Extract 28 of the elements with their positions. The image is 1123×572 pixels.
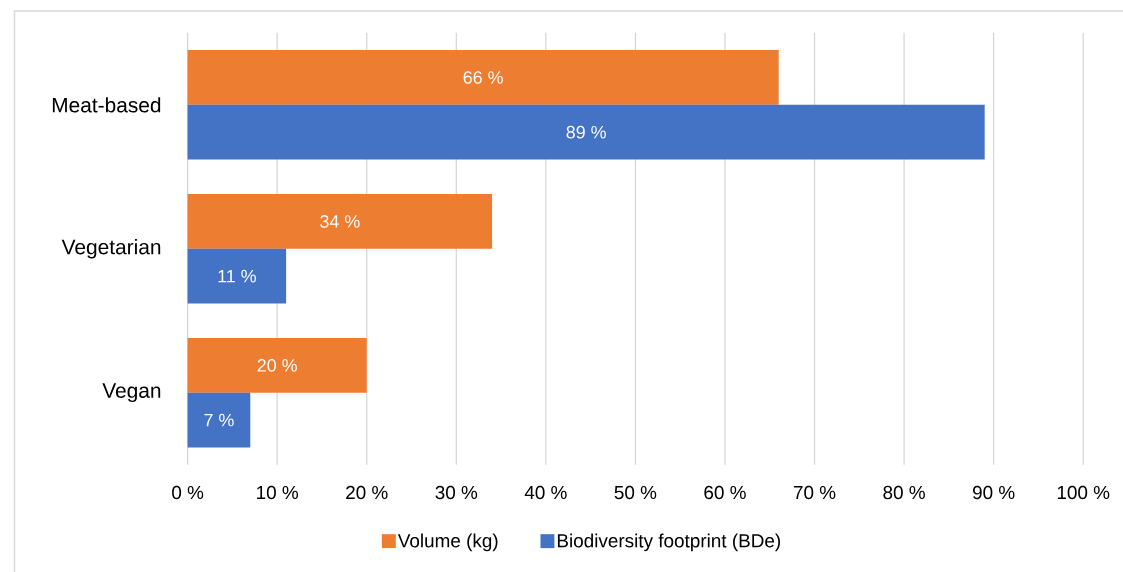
bar (187, 392, 251, 448)
data-label: 34 % (320, 215, 360, 228)
x-tick-label: 40 % (524, 485, 567, 500)
data-label: 89 % (566, 125, 606, 139)
x-tick-label: 10 % (257, 485, 299, 500)
x-tick-label: 30 % (435, 485, 478, 500)
x-tick-label: 90 % (972, 485, 1015, 500)
y-tick-label: Meat-based (52, 97, 161, 113)
x-tick-label: 100 % (1057, 485, 1110, 500)
data-label: 7 % (204, 413, 234, 427)
bar (187, 337, 367, 393)
x-tick-label: 0 % (172, 485, 204, 500)
data-label: 20 % (257, 358, 297, 372)
data-label: 66 % (463, 71, 503, 84)
x-tick-label: 50 % (614, 485, 657, 500)
legend-label: Biodiversity footprint (BDe) (557, 533, 781, 552)
bar (187, 50, 779, 105)
x-tick-label: 70 % (793, 485, 836, 500)
x-tick-label: 80 % (883, 485, 925, 500)
data-label: 11 % (218, 269, 256, 283)
y-tick-label: Vegan (102, 383, 161, 403)
x-tick-label: 20 % (346, 485, 388, 500)
bar (187, 248, 287, 304)
bar (187, 104, 985, 160)
y-tick-label: Vegetarian (61, 238, 161, 259)
bar (187, 193, 493, 249)
x-tick-label: 60 % (704, 485, 746, 500)
legend-label: Volume (kg) (397, 533, 498, 552)
